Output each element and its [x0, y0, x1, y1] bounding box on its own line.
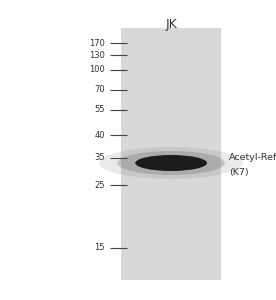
- Text: 35: 35: [94, 154, 105, 163]
- Ellipse shape: [99, 147, 243, 179]
- Text: 100: 100: [89, 65, 105, 74]
- Ellipse shape: [135, 155, 207, 171]
- Text: (K7): (K7): [229, 169, 249, 178]
- Text: 40: 40: [94, 130, 105, 140]
- Bar: [121, 28, 221, 280]
- Text: 55: 55: [94, 106, 105, 115]
- Text: 130: 130: [89, 50, 105, 59]
- Text: JK: JK: [165, 18, 177, 31]
- Text: Acetyl-Ref-1: Acetyl-Ref-1: [229, 154, 276, 163]
- Ellipse shape: [117, 151, 225, 175]
- Text: 15: 15: [94, 244, 105, 253]
- Text: 70: 70: [94, 85, 105, 94]
- Text: 25: 25: [94, 181, 105, 190]
- Text: 170: 170: [89, 38, 105, 47]
